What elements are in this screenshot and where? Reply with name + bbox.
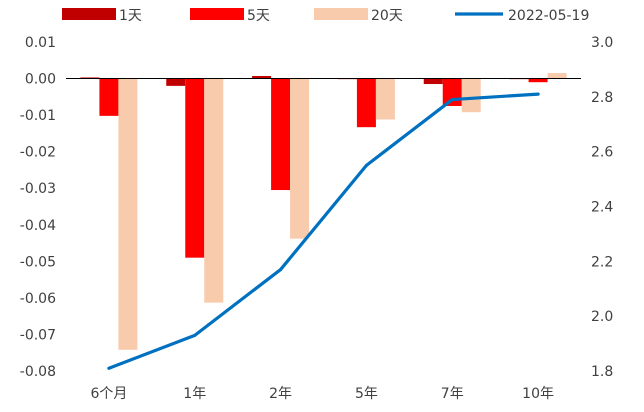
yield-curve-point xyxy=(364,163,368,167)
yield-curve-line xyxy=(107,92,540,370)
y-left-tick-label: 0.01 xyxy=(25,35,56,51)
y-right-tick-label: 3.0 xyxy=(591,35,613,51)
x-tick-label: 5年 xyxy=(355,386,378,402)
y-right-tick-label: 2.2 xyxy=(591,254,613,270)
bar-2 xyxy=(442,78,462,106)
y-left-tick-label: -0.01 xyxy=(20,108,56,124)
yield-curve-point xyxy=(107,366,111,370)
yield-curve-point xyxy=(279,268,283,272)
bar-2 xyxy=(99,78,119,116)
legend-label: 5天 xyxy=(247,8,270,24)
y-left-tick-label: -0.06 xyxy=(20,291,56,307)
bar-3 xyxy=(375,78,395,120)
y-left-tick-label: -0.02 xyxy=(20,145,56,161)
y-right-tick-label: 1.8 xyxy=(591,364,613,380)
legend-label: 20天 xyxy=(371,8,403,24)
x-tick-label: 2年 xyxy=(269,386,292,402)
legend-swatch xyxy=(190,8,244,20)
y-right-tick-label: 2.4 xyxy=(591,200,613,216)
bar-1 xyxy=(166,78,186,86)
y-left-tick-label: -0.04 xyxy=(20,218,56,234)
yield-curve-point xyxy=(536,92,540,96)
legend-label: 2022-05-19 xyxy=(508,8,589,24)
bar-1 xyxy=(80,77,100,79)
legend-swatch xyxy=(314,8,368,20)
y-left-tick-label: 0.00 xyxy=(25,72,56,88)
legend-swatch xyxy=(62,8,116,20)
legend-label: 1天 xyxy=(119,8,142,24)
y-right-tick-label: 2.6 xyxy=(591,145,613,161)
bar-2 xyxy=(528,78,548,83)
yield-curve-point xyxy=(450,98,454,102)
x-tick-label: 7年 xyxy=(441,386,464,402)
x-tick-label: 1年 xyxy=(183,386,206,402)
y-right-tick-label: 2.8 xyxy=(591,90,613,106)
bar-1 xyxy=(423,78,443,85)
x-tick-label: 10年 xyxy=(522,386,554,402)
y-left-tick-label: -0.07 xyxy=(20,327,56,343)
bar-2 xyxy=(356,78,376,128)
bar-3 xyxy=(204,78,224,303)
y-left-tick-label: -0.08 xyxy=(20,364,56,380)
y-left-tick-label: -0.05 xyxy=(20,254,56,270)
bar-2 xyxy=(271,78,291,191)
bar-3 xyxy=(547,73,567,79)
y-right-tick-label: 2.0 xyxy=(591,309,613,325)
bar-3 xyxy=(461,78,481,113)
bar-3 xyxy=(290,78,310,239)
bar-3 xyxy=(118,78,138,350)
bar-2 xyxy=(185,78,205,258)
y-left-tick-label: -0.03 xyxy=(20,181,56,197)
x-tick-label: 6个月 xyxy=(90,386,127,402)
yield-curve-point xyxy=(193,333,197,337)
bar-1 xyxy=(252,75,272,79)
